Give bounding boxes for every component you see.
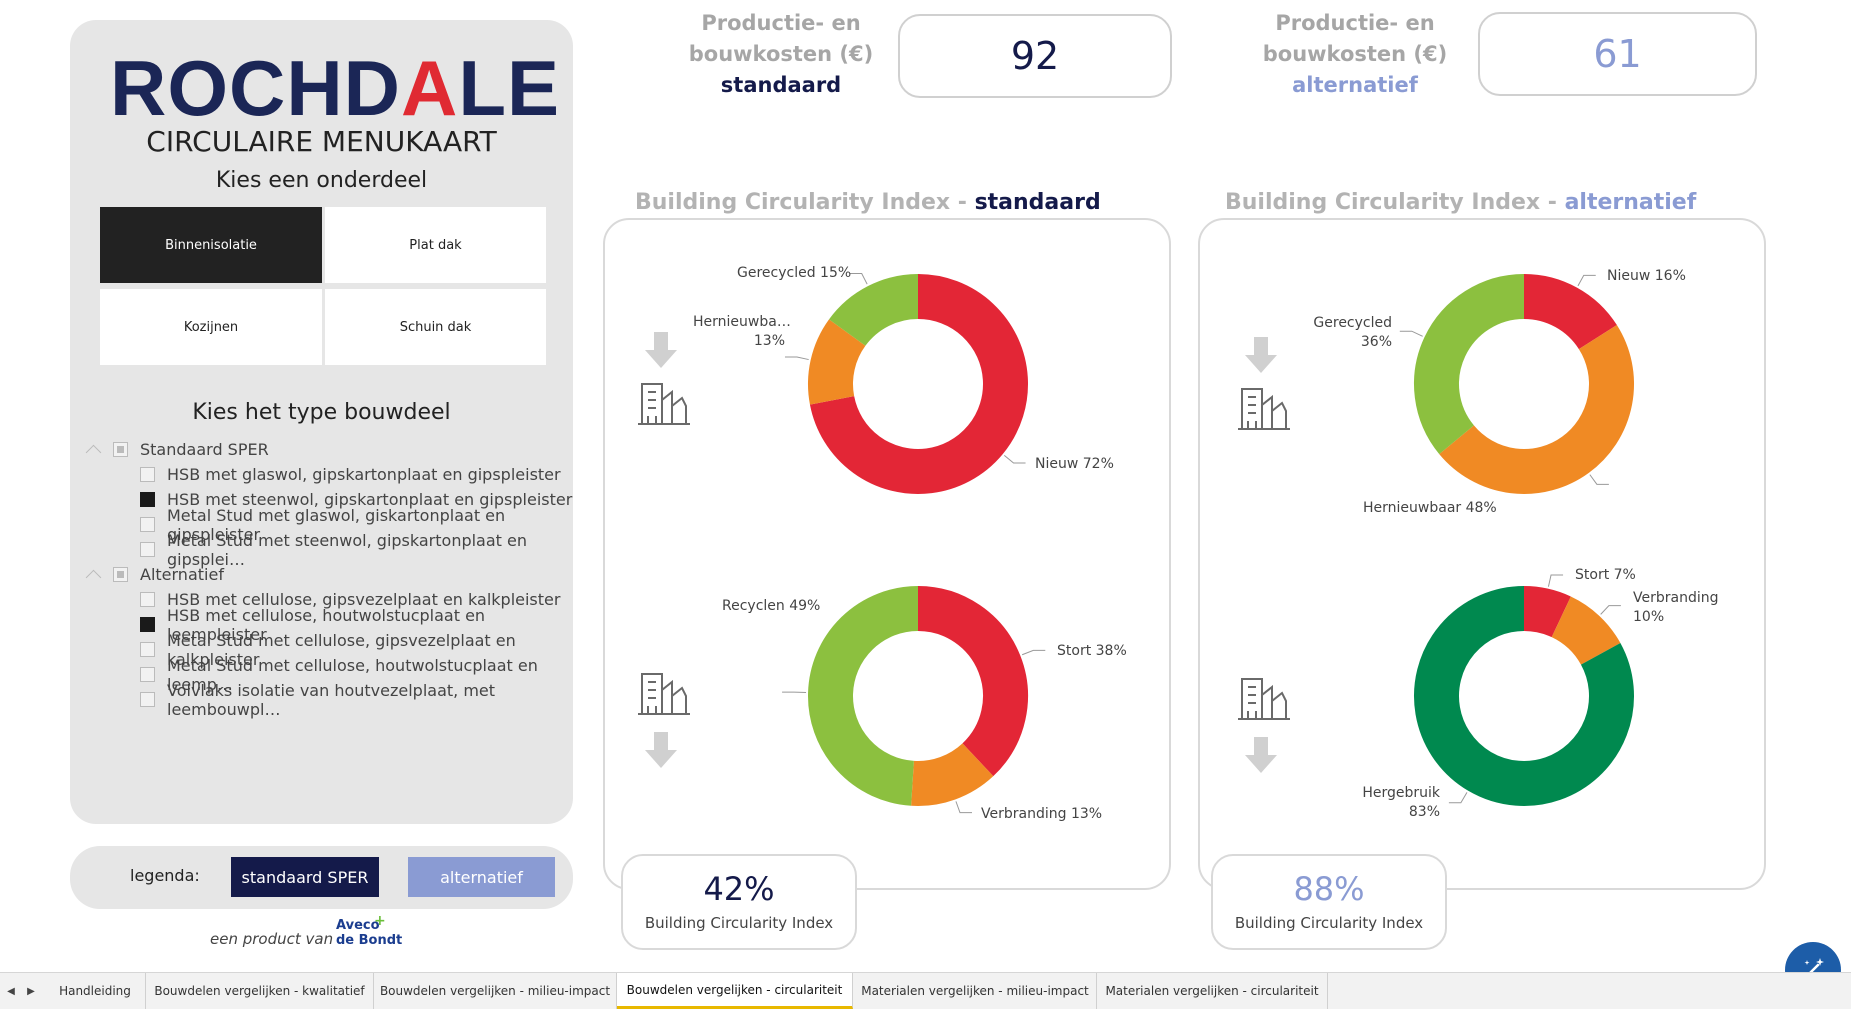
label-recyclen: Recyclen 49% — [722, 597, 820, 616]
leader-line — [1578, 275, 1596, 286]
leader-line — [1590, 475, 1609, 485]
donut-slice-hernieuwbaar — [1457, 337, 1612, 471]
label-stort: Stort 7% — [1575, 566, 1636, 585]
sheet-tab-bar: ◀ ▶ Handleiding Bouwdelen vergelijken - … — [0, 972, 1851, 1009]
label-nieuw: Nieuw 72% — [1035, 455, 1114, 474]
donut-slice-verbranding — [913, 760, 978, 784]
bci-value: 88% — [1213, 870, 1445, 908]
donut-slice-verbranding — [1561, 617, 1600, 654]
leader-line — [1022, 650, 1045, 654]
label-hernieuwbaar: Hernieuwbaar 48% — [1363, 499, 1497, 518]
label-stort: Stort 38% — [1057, 642, 1127, 661]
donut-slice-hernieuwbaar — [831, 333, 848, 401]
leader-line — [1601, 606, 1621, 615]
donut-slice-recyclen — [830, 609, 918, 784]
tab-materialen-circulariteit[interactable]: Materialen vergelijken - circulariteit — [1097, 973, 1328, 1009]
leader-line — [850, 274, 867, 285]
bci-standaard: 42% Building Circularity Index — [621, 854, 857, 950]
donut-slice-stort — [918, 609, 1006, 760]
bci-label: Building Circularity Index — [623, 914, 855, 932]
leader-line — [1548, 575, 1563, 587]
tab-scroll-left[interactable]: ◀ — [2, 973, 20, 1009]
label-nieuw: Nieuw 16% — [1607, 267, 1686, 286]
label-hernieuwbaar: Hernieuwba…13% — [693, 313, 785, 351]
leader-line — [785, 357, 809, 360]
tab-bouwdelen-circulariteit[interactable]: Bouwdelen vergelijken - circulariteit — [617, 973, 853, 1009]
donut-slice-stort — [1524, 609, 1561, 617]
donut-slice-gerecycled — [847, 297, 918, 333]
leader-line — [1449, 792, 1467, 802]
bci-alternatief: 88% Building Circularity Index — [1211, 854, 1447, 950]
tab-bouwdelen-milieu[interactable]: Bouwdelen vergelijken - milieu-impact — [374, 973, 617, 1009]
leader-line — [956, 801, 972, 812]
label-gerecycled: Gerecycled 15% — [737, 264, 851, 283]
bci-value: 42% — [623, 870, 855, 908]
tab-handleiding[interactable]: Handleiding — [45, 973, 146, 1009]
bci-label: Building Circularity Index — [1213, 914, 1445, 932]
label-verbranding: Verbranding 13% — [981, 805, 1102, 824]
tab-bouwdelen-kwalitatief[interactable]: Bouwdelen vergelijken - kwalitatief — [146, 973, 374, 1009]
leader-line — [1400, 331, 1423, 336]
donut-slice-nieuw — [1524, 297, 1598, 338]
tab-materialen-milieu[interactable]: Materialen vergelijken - milieu-impact — [854, 973, 1097, 1009]
leader-line — [1004, 455, 1025, 463]
donut-slice-gerecycled — [1437, 297, 1525, 440]
tab-scroll-right[interactable]: ▶ — [22, 973, 40, 1009]
